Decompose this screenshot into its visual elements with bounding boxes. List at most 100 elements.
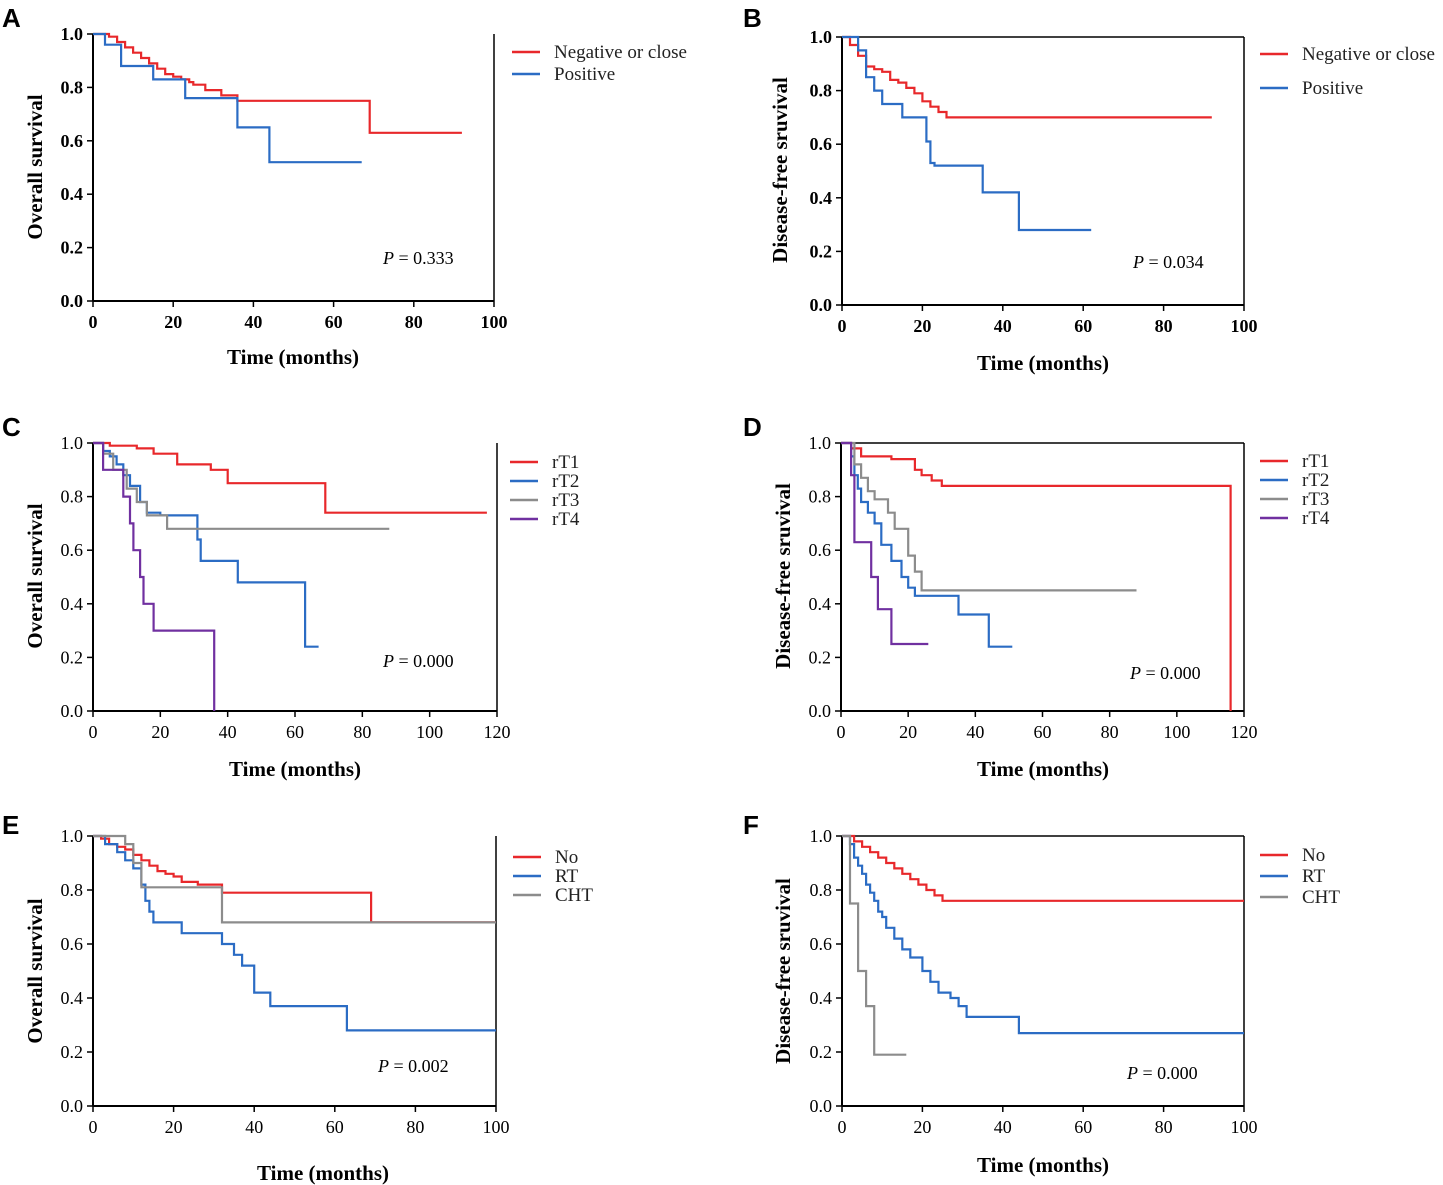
y-tick-label: 0.6 [810,134,833,154]
panel-b: B 0.0 0.2 0.4 0.6 0.8 1.0 0 20 40 60 80 100 Time (mon… [743,3,1435,375]
legend-label: RT [555,866,579,887]
x-tick-label: 80 [406,1117,424,1137]
y-tick-label: 0.4 [809,594,832,614]
x-tick-label: 20 [913,316,931,336]
x-tick-label: 40 [994,1117,1012,1137]
x-tick-label: 80 [405,312,423,332]
panel-a: A 0.0 0.2 0.4 0.6 0.8 1.0 0 20 40 60 80 100 Time (mon… [2,3,687,369]
y-tick-label: 0.8 [61,880,84,900]
y-tick-label: 0.2 [810,1042,833,1062]
x-tick-label: 0 [838,1117,847,1137]
y-axis-label: Disease-free sruvival [768,77,792,263]
y-tick-label: 0.2 [810,241,833,261]
panel-letter: F [743,810,759,840]
panel-c: C 0.0 0.2 0.4 0.6 0.8 1.0 0 20 40 60 80 100 120 Time (… [2,412,580,781]
legend-label: rT3 [552,490,579,511]
survival-curve-negative-or-close [93,32,462,134]
y-tick-label: 0.0 [61,1096,84,1116]
y-tick-label: 0.0 [810,1096,833,1116]
x-tick-label: 80 [1155,316,1173,336]
y-tick-label: 1.0 [61,433,84,453]
x-tick-label: 20 [913,1117,931,1137]
legend-label: No [555,847,578,868]
y-tick-label: 0.0 [61,701,84,721]
panel-letter: B [743,3,762,33]
y-tick-label: 1.0 [810,826,833,846]
x-tick-label: 120 [1231,722,1258,742]
x-tick-label: 40 [994,316,1012,336]
x-tick-label: 20 [165,1117,183,1137]
x-tick-label: 20 [164,312,182,332]
x-tick-label: 40 [245,1117,263,1137]
y-axis-label: Overall survival [23,503,47,648]
legend-label: RT [1302,866,1326,887]
x-tick-label: 60 [1074,316,1092,336]
survival-curve-positive [93,32,362,164]
x-tick-label: 40 [966,722,984,742]
panel-d: D 0.0 0.2 0.4 0.6 0.8 1.0 0 20 40 60 80 100 120 Time (… [743,412,1330,781]
p-value-label: P = 0.000 [1129,663,1201,683]
x-tick-label: 60 [1074,1117,1092,1137]
survival-curve-rt [842,834,1244,1035]
survival-curve-cht [842,834,907,1056]
p-value-label: P = 0.034 [1132,252,1204,272]
legend-label: rT2 [552,471,579,492]
y-tick-label: 0.6 [810,934,833,954]
y-tick-label: 0.4 [810,988,833,1008]
y-tick-label: 1.0 [61,826,84,846]
panel-letter: A [2,3,21,33]
survival-curve-cht [93,834,496,924]
y-tick-label: 0.8 [61,487,84,507]
legend-label: rT4 [1302,508,1330,529]
y-axis-label: Overall survival [23,898,47,1043]
legend-label: rT1 [1302,451,1329,472]
legend-label: Positive [554,64,615,85]
y-tick-label: 1.0 [809,433,832,453]
panel-letter: E [2,810,19,840]
x-tick-label: 20 [151,722,169,742]
y-tick-label: 0.8 [61,77,84,97]
panel-letter: D [743,412,762,442]
y-tick-label: 0.4 [61,184,84,204]
legend-label: CHT [1302,887,1340,908]
y-tick-label: 0.0 [810,295,833,315]
y-tick-label: 0.4 [810,188,833,208]
y-tick-label: 0.0 [61,291,84,311]
x-axis-label: Time (months) [227,345,359,369]
survival-curve-rt2 [841,441,1013,648]
y-tick-label: 0.8 [810,81,833,101]
x-axis-label: Time (months) [977,757,1109,781]
x-axis-label: Time (months) [977,351,1109,375]
panel-f: F 0.0 0.2 0.4 0.6 0.8 1.0 0 20 40 60 80 100 Time (mon… [743,810,1340,1177]
x-axis-label: Time (months) [977,1153,1109,1177]
y-tick-label: 0.2 [61,647,84,667]
p-value-label: P = 0.000 [1126,1063,1198,1083]
y-tick-label: 0.6 [61,131,84,151]
x-tick-label: 0 [89,312,98,332]
x-tick-label: 0 [89,1117,98,1137]
x-tick-label: 100 [1163,722,1190,742]
x-tick-label: 100 [483,1117,510,1137]
x-tick-label: 80 [1155,1117,1173,1137]
y-tick-label: 0.6 [61,934,84,954]
survival-curve-rt4 [93,441,216,711]
survival-curve-no [93,834,496,924]
panel-e: E 0.0 0.2 0.4 0.6 0.8 1.0 0 20 40 60 80 100 Time (mon… [2,810,593,1185]
x-tick-label: 60 [325,312,343,332]
survival-curve-rt3 [841,441,1137,592]
x-tick-label: 20 [899,722,917,742]
y-tick-label: 0.8 [810,880,833,900]
legend-label: CHT [555,885,593,906]
survival-curve-positive [842,35,1092,232]
survival-curve-rt1 [841,441,1232,711]
x-tick-label: 100 [1231,1117,1258,1137]
x-tick-label: 0 [837,722,846,742]
x-tick-label: 60 [326,1117,344,1137]
legend-label: rT1 [552,452,579,473]
x-axis-label: Time (months) [229,757,361,781]
x-tick-label: 100 [416,722,443,742]
y-axis-label: Overall survival [23,94,47,239]
y-tick-label: 1.0 [61,24,84,44]
x-tick-label: 40 [244,312,262,332]
x-tick-label: 100 [1231,316,1258,336]
